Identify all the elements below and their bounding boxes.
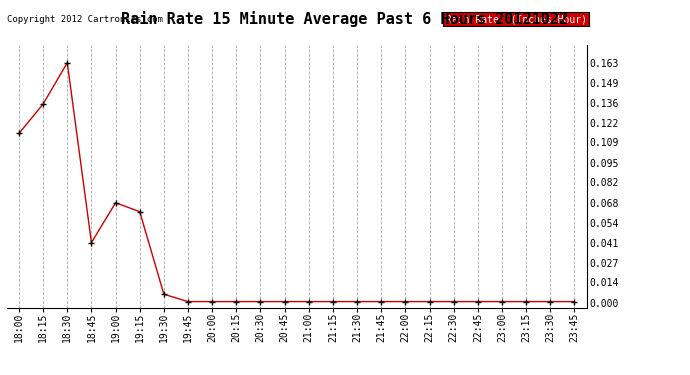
Text: Copyright 2012 Cartronics.com: Copyright 2012 Cartronics.com [7, 15, 163, 24]
Text: Rain Rate 15 Minute Average Past 6 Hours 20121022: Rain Rate 15 Minute Average Past 6 Hours… [121, 11, 569, 27]
Text: Rain Rate  (Inches/Hour): Rain Rate (Inches/Hour) [446, 14, 586, 24]
